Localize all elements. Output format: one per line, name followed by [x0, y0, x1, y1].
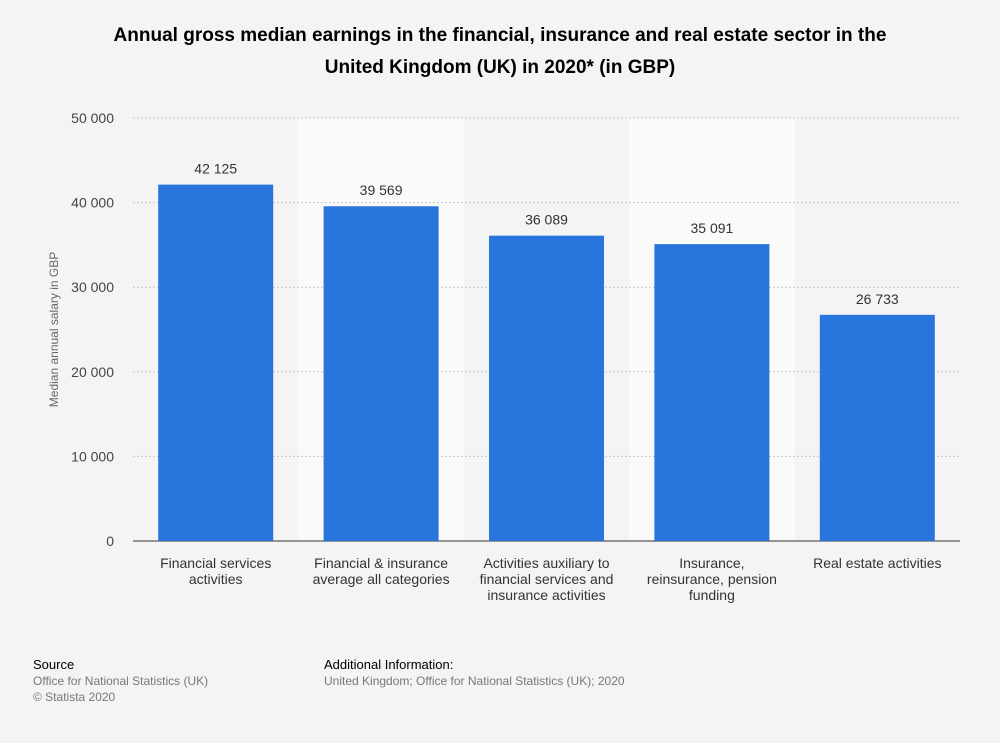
source-text: Office for National Statistics (UK) — [33, 674, 209, 688]
bar — [489, 235, 604, 541]
x-tick-label: Insurance, reinsurance, pension funding — [647, 555, 777, 603]
chart-title-line-2: United Kingdom (UK) in 2020* (in GBP) — [324, 57, 676, 78]
chart-title: Annual gross median earnings in the fina… — [40, 20, 960, 84]
x-tick-label-line: Financial services — [160, 555, 271, 571]
y-tick-label: 20 000 — [71, 364, 114, 380]
x-tick-label-line: insurance activities — [487, 587, 605, 603]
bar-value-label: 26 733 — [856, 291, 899, 307]
x-tick-label: Real estate activities — [813, 555, 941, 571]
bar-value-label: 39 569 — [360, 182, 403, 198]
bar-chart: 0 10 000 20 000 30 000 40 000 50 000 42 125 Fin… — [47, 110, 960, 603]
x-tick-label-line: Insurance, — [679, 555, 744, 571]
bar — [158, 184, 274, 541]
chart-title-line-1: Annual gross median earnings in the fina… — [113, 25, 887, 46]
y-tick-label: 30 000 — [71, 279, 114, 295]
additional-info-heading: Additional Information: — [324, 657, 454, 672]
x-tick-label: Activities auxiliary to financial service… — [480, 555, 614, 603]
bar-value-label: 42 125 — [194, 161, 237, 177]
y-tick-label: 10 000 — [71, 448, 114, 464]
y-axis-label: Median annual salary in GBP — [47, 252, 61, 407]
additional-info-block: Additional Information: United Kingdom; … — [324, 657, 625, 689]
x-tick-label-line: funding — [689, 587, 735, 603]
bar — [819, 314, 935, 541]
x-tick-label-line: Activities auxiliary to — [483, 555, 609, 571]
y-tick-label: 50 000 — [71, 110, 114, 126]
copyright-text: © Statista 2020 — [33, 690, 116, 704]
source-block: Source Office for National Statistics (U… — [33, 657, 208, 705]
bar-value-label: 35 091 — [690, 220, 733, 236]
bar-value-label: 36 089 — [525, 212, 568, 228]
x-tick-label-line: average all categories — [313, 571, 450, 587]
x-tick-label-line: reinsurance, pension — [647, 571, 777, 587]
y-tick-label: 40 000 — [71, 195, 114, 211]
bar — [323, 206, 439, 541]
bar — [654, 244, 770, 542]
x-tick-label: Financial & insurance average all categor… — [313, 555, 450, 587]
x-tick-label-line: Real estate activities — [813, 555, 941, 571]
x-tick-label-line: financial services and — [480, 571, 614, 587]
x-tick-label: Financial services activities — [160, 555, 271, 587]
x-tick-label-line: Financial & insurance — [314, 555, 448, 571]
source-heading: Source — [33, 657, 75, 672]
y-tick-label: 0 — [106, 533, 114, 549]
additional-info-text: United Kingdom; Office for National Stat… — [324, 674, 625, 688]
x-tick-label-line: activities — [189, 571, 243, 587]
